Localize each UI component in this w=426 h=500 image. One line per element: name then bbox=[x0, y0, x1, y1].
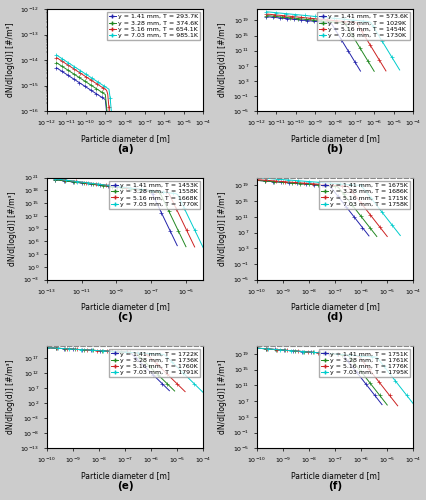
Text: (c): (c) bbox=[117, 312, 132, 322]
Y-axis label: dN/d[log(d)] [#/m³]: dN/d[log(d)] [#/m³] bbox=[218, 360, 227, 434]
X-axis label: Particle diameter d [m]: Particle diameter d [m] bbox=[290, 302, 379, 311]
Text: (e): (e) bbox=[116, 481, 133, 491]
Legend: y = 1.41 mm, T = 1453K, y = 3.28 mm, T = 1558K, y = 5.16 mm, T = 1668K, y = 7.03: y = 1.41 mm, T = 1453K, y = 3.28 mm, T =… bbox=[109, 180, 200, 209]
X-axis label: Particle diameter d [m]: Particle diameter d [m] bbox=[290, 134, 379, 142]
Y-axis label: dN/d[log(d)] [#/m³]: dN/d[log(d)] [#/m³] bbox=[6, 360, 14, 434]
X-axis label: Particle diameter d [m]: Particle diameter d [m] bbox=[290, 470, 379, 480]
Legend: y = 1.41 mm, T = 1722K, y = 3.28 mm, T = 1736K, y = 5.16 mm, T = 1760K, y = 7.03: y = 1.41 mm, T = 1722K, y = 3.28 mm, T =… bbox=[109, 350, 200, 378]
Y-axis label: dN/d[log(d)] [#/m³]: dN/d[log(d)] [#/m³] bbox=[9, 192, 17, 266]
Text: (b): (b) bbox=[326, 144, 343, 154]
X-axis label: Particle diameter d [m]: Particle diameter d [m] bbox=[81, 470, 169, 480]
Y-axis label: dN/d[log(d)] [#/m³]: dN/d[log(d)] [#/m³] bbox=[6, 23, 14, 98]
X-axis label: Particle diameter d [m]: Particle diameter d [m] bbox=[81, 134, 169, 142]
Legend: y = 1.41 mm, T = 573.6K, y = 3.28 mm, T = 1029K, y = 5.16 mm, T = 1454K, y = 7.0: y = 1.41 mm, T = 573.6K, y = 3.28 mm, T … bbox=[317, 12, 409, 40]
Legend: y = 1.41 mm, T = 293.7K, y = 3.28 mm, T = 374.6K, y = 5.16 mm, T = 654.1K, y = 7: y = 1.41 mm, T = 293.7K, y = 3.28 mm, T … bbox=[106, 12, 200, 40]
Text: (a): (a) bbox=[116, 144, 133, 154]
Y-axis label: dN/d[log(d)] [#/m³]: dN/d[log(d)] [#/m³] bbox=[218, 23, 227, 98]
Y-axis label: dN/d[log(d)] [#/m³]: dN/d[log(d)] [#/m³] bbox=[218, 192, 227, 266]
Legend: y = 1.41 mm, T = 1675K, y = 3.28 mm, T = 1686K, y = 5.16 mm, T = 1715K, y = 7.03: y = 1.41 mm, T = 1675K, y = 3.28 mm, T =… bbox=[318, 180, 409, 209]
Legend: y = 1.41 mm, T = 1751K, y = 3.28 mm, T = 1761K, y = 5.16 mm, T = 1776K, y = 7.03: y = 1.41 mm, T = 1751K, y = 3.28 mm, T =… bbox=[318, 350, 409, 378]
X-axis label: Particle diameter d [m]: Particle diameter d [m] bbox=[81, 302, 169, 311]
Text: (d): (d) bbox=[326, 312, 343, 322]
Text: (f): (f) bbox=[327, 481, 341, 491]
